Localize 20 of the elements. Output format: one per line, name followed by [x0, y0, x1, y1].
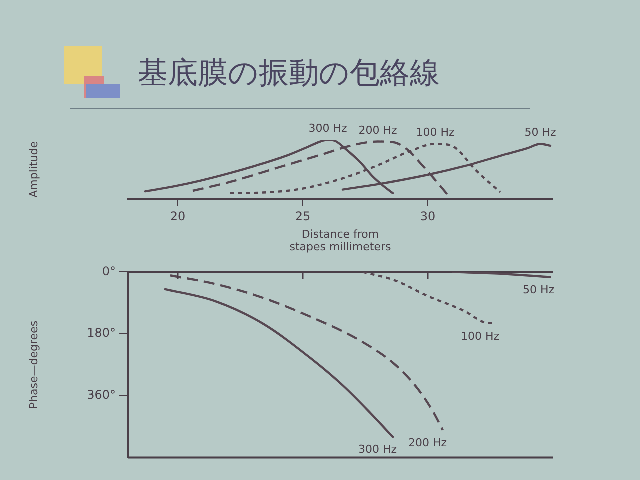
series-label: 300 Hz — [358, 443, 398, 456]
series-label: 300 Hz — [308, 122, 348, 135]
series-label: 200 Hz — [408, 436, 448, 450]
x-tick-label: 20 — [170, 210, 186, 224]
x-tick-label: 25 — [295, 210, 311, 224]
series-label: 100 Hz — [416, 126, 455, 140]
y-tick-label: 180° — [87, 326, 116, 340]
y-tick-label: 360° — [87, 388, 116, 402]
chart-title: 基底膜の振動の包絡線 — [138, 56, 440, 92]
line-series — [169, 274, 444, 432]
series-label: 50 Hz — [524, 126, 556, 140]
x-tick-label: 30 — [420, 210, 436, 224]
line-series — [164, 288, 394, 438]
series-label: 100 Hz — [460, 330, 500, 343]
y-axis-title: Phase—degrees — [27, 320, 40, 410]
y-tick-label: 0° — [102, 264, 116, 278]
series-label: 200 Hz — [358, 124, 398, 137]
series-label: 50 Hz — [522, 283, 555, 296]
x-axis-title: Distance from stapes millimeters — [290, 228, 392, 254]
y-axis-title: Amplitude — [27, 141, 40, 198]
